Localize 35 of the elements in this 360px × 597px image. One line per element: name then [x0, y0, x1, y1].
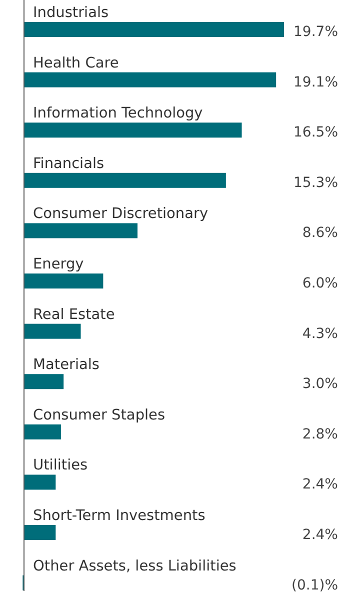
y-tick-label: Energy: [33, 256, 84, 272]
data-label: (0.1)%: [292, 577, 338, 594]
data-label: 16.5%: [294, 124, 338, 141]
y-tick-label: Financials: [33, 156, 104, 172]
bar: [24, 525, 56, 540]
bar: [24, 172, 226, 188]
bar: [24, 274, 104, 288]
y-tick-label: Short-Term Investments: [33, 508, 206, 524]
y-tick-label: Health Care: [33, 55, 119, 72]
bar: [24, 424, 61, 440]
y-tick-label: Information Technology: [33, 106, 204, 122]
y-tick-label: Other Assets, less Liabilities: [33, 558, 236, 574]
data-label: 19.1%: [294, 74, 338, 90]
data-label: 2.4%: [302, 476, 338, 493]
data-label: 19.7%: [294, 24, 338, 40]
bar: [24, 374, 64, 390]
bar: [24, 324, 81, 339]
y-tick-label: Utilities: [33, 458, 88, 474]
y-tick-label: Consumer Discretionary: [33, 206, 208, 222]
data-label: 3.0%: [302, 376, 338, 392]
bar: [24, 474, 56, 490]
data-label: 6.0%: [302, 276, 338, 292]
bar: [24, 223, 138, 238]
data-label: 2.4%: [302, 527, 338, 543]
data-label: 15.3%: [294, 174, 338, 191]
bar: [24, 22, 284, 37]
data-label: 2.8%: [302, 426, 338, 442]
y-tick-label: Industrials: [33, 5, 109, 21]
bar: [24, 122, 242, 138]
y-tick-label: Real Estate: [33, 306, 115, 323]
bar: [24, 72, 276, 88]
data-label: 4.3%: [302, 326, 338, 342]
data-label: 8.6%: [302, 225, 338, 242]
y-tick-label: Materials: [33, 357, 100, 374]
y-tick-label: Consumer Staples: [33, 407, 166, 424]
